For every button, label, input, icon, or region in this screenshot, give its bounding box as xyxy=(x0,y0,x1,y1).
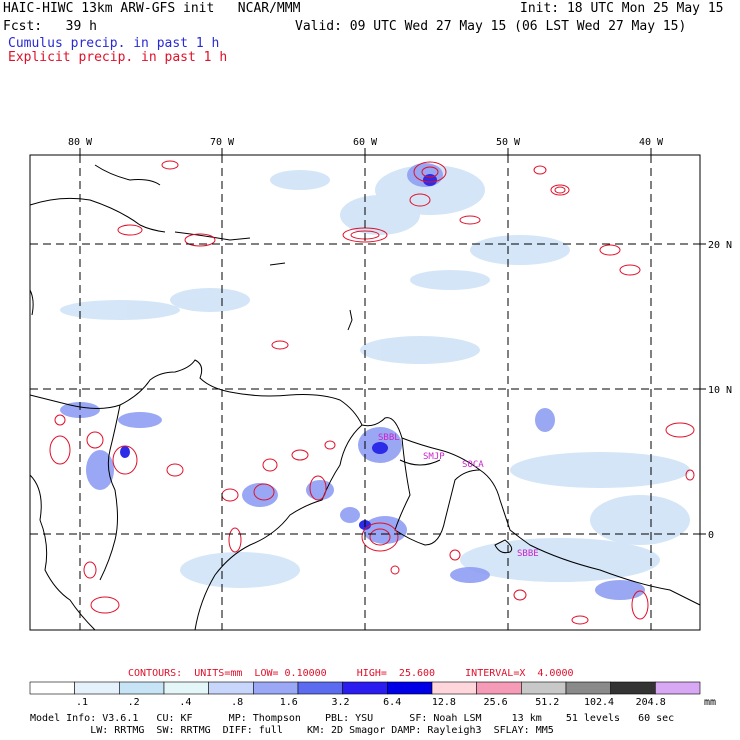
colorbar-cell xyxy=(163,681,209,695)
model-info-line2: LW: RRTMG SW: RRTMG DIFF: full KM: 2D Sm… xyxy=(30,725,554,736)
colorbar-cell xyxy=(610,681,656,695)
colorbar-tick-label: 1.6 xyxy=(279,697,298,708)
colorbar-tick-label: .4 xyxy=(179,697,192,708)
lat-label-0: 0 xyxy=(708,530,714,541)
cumulus-precip-medium xyxy=(60,163,645,600)
colorbar-tick-label: 204.8 xyxy=(635,697,666,708)
lat-label-10n: 10 N xyxy=(708,385,732,396)
colorbar-cells xyxy=(29,681,701,695)
lon-ticks xyxy=(79,148,652,155)
lon-label-80w: 80 W xyxy=(68,137,93,148)
lon-label-40w: 40 W xyxy=(639,137,664,148)
colorbar-tick-label: .2 xyxy=(127,697,140,708)
contours-info: CONTOURS: UNITS=mm LOW= 0.10000 HIGH= 25… xyxy=(128,668,574,679)
colorbar-cell xyxy=(565,681,611,695)
colorbar-cell xyxy=(476,681,522,695)
colorbar-unit: mm xyxy=(703,697,717,708)
colorbar-cell xyxy=(74,681,120,695)
model-info-line1: Model Info: V3.6.1 CU: KF MP: Thompson P… xyxy=(30,713,675,724)
colorbar-tick-label: 6.4 xyxy=(383,697,402,708)
colorbar-tick-label: 51.2 xyxy=(535,697,560,708)
colorbar-tick-label: .1 xyxy=(75,697,89,708)
colorbar-cell xyxy=(387,681,433,695)
lat-label-20n: 20 N xyxy=(708,240,732,251)
lon-label-50w: 50 W xyxy=(496,137,521,148)
colorbar-cell xyxy=(431,681,477,695)
legend-cumulus-precip: Cumulus precip. in past 1 h xyxy=(8,36,220,51)
explicit-precip-contours xyxy=(49,160,695,625)
forecast-hour: Fcst: 39 h xyxy=(3,19,97,34)
lon-label-70w: 70 W xyxy=(210,137,235,148)
station-label-sbbe: SBBE xyxy=(517,549,539,559)
lon-label-60w: 60 W xyxy=(353,137,378,148)
colorbar-tick-label: 12.8 xyxy=(431,697,456,708)
colorbar-cell xyxy=(655,681,701,695)
colorbar-tick-label: 102.4 xyxy=(583,697,615,708)
valid-time: Valid: 09 UTC Wed 27 May 15 (06 LST Wed … xyxy=(295,19,687,34)
plot-title: HAIC-HIWC 13km ARW-GFS init NCAR/MMM xyxy=(3,1,301,16)
colorbar-tick-label: 25.6 xyxy=(483,697,508,708)
colorbar xyxy=(29,681,701,695)
colorbar-cell xyxy=(29,681,75,695)
colorbar-cell xyxy=(521,681,567,695)
colorbar-cell xyxy=(208,681,254,695)
station-label-smjp: SMJP xyxy=(423,452,445,462)
cumulus-precip-light xyxy=(60,165,690,588)
station-label-soca: SOCA xyxy=(462,460,484,470)
colorbar-cell xyxy=(253,681,299,695)
init-time: Init: 18 UTC Mon 25 May 15 xyxy=(520,1,724,16)
legend-explicit-precip: Explicit precip. in past 1 h xyxy=(8,50,228,65)
station-label-sbbl: SBBL xyxy=(378,433,400,443)
colorbar-cell xyxy=(297,681,343,695)
colorbar-cell xyxy=(342,681,388,695)
graticule xyxy=(30,155,700,630)
colorbar-cell xyxy=(119,681,165,695)
coastlines xyxy=(29,164,701,631)
colorbar-tick-label: 3.2 xyxy=(331,697,350,708)
colorbar-tick-label: .8 xyxy=(231,697,244,708)
lat-ticks xyxy=(700,243,706,535)
